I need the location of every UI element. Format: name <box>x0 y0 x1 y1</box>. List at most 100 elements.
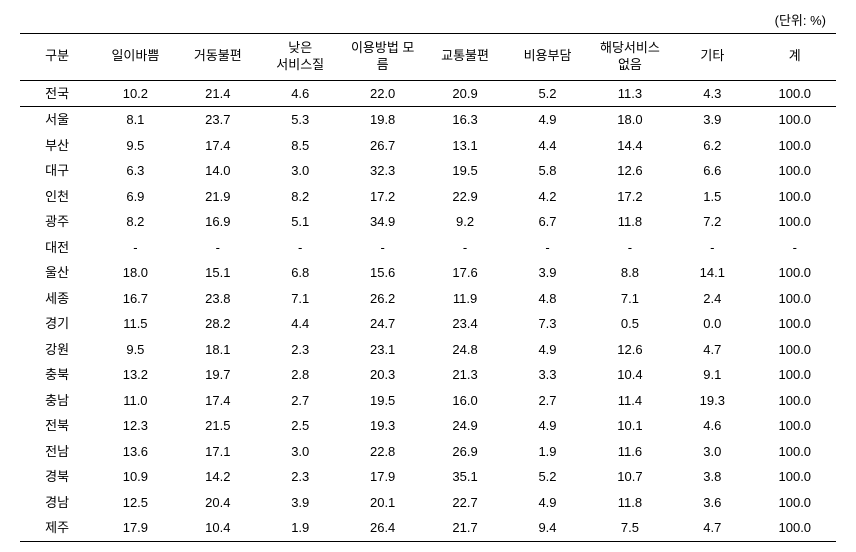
cell-value: 9.4 <box>506 515 588 541</box>
cell-value: 20.9 <box>424 80 506 107</box>
cell-value: 14.0 <box>177 158 259 184</box>
cell-value: 7.2 <box>671 209 753 235</box>
cell-value: - <box>177 235 259 261</box>
col-header: 해당서비스없음 <box>589 34 671 81</box>
row-label: 세종 <box>20 286 94 312</box>
cell-value: 4.4 <box>259 311 341 337</box>
cell-value: 4.7 <box>671 515 753 541</box>
cell-value: 19.5 <box>424 158 506 184</box>
cell-value: - <box>589 235 671 261</box>
cell-value: 15.1 <box>177 260 259 286</box>
cell-value: 2.3 <box>259 464 341 490</box>
cell-value: 26.9 <box>424 439 506 465</box>
cell-value: 21.7 <box>424 515 506 541</box>
cell-value: 21.4 <box>177 80 259 107</box>
cell-value: 3.9 <box>506 260 588 286</box>
cell-value: 17.9 <box>94 515 176 541</box>
cell-value: 4.7 <box>671 337 753 363</box>
cell-value: 19.8 <box>341 107 423 133</box>
cell-value: 20.3 <box>341 362 423 388</box>
cell-value: - <box>341 235 423 261</box>
cell-value: 7.1 <box>589 286 671 312</box>
table-body: 전국10.221.44.622.020.95.211.34.3100.0서울8.… <box>20 80 836 541</box>
cell-value: 1.5 <box>671 184 753 210</box>
row-label: 광주 <box>20 209 94 235</box>
col-header: 이용방법 모름 <box>341 34 423 81</box>
cell-value: 1.9 <box>506 439 588 465</box>
cell-value: 13.6 <box>94 439 176 465</box>
table-row: 강원9.518.12.323.124.84.912.64.7100.0 <box>20 337 836 363</box>
cell-value: 26.2 <box>341 286 423 312</box>
cell-value: 2.5 <box>259 413 341 439</box>
cell-value: 17.4 <box>177 133 259 159</box>
cell-value: 11.3 <box>589 80 671 107</box>
cell-value: 100.0 <box>754 107 836 133</box>
col-header: 계 <box>754 34 836 81</box>
cell-value: 22.0 <box>341 80 423 107</box>
cell-value: 4.2 <box>506 184 588 210</box>
cell-value: 20.4 <box>177 490 259 516</box>
cell-value: 21.9 <box>177 184 259 210</box>
cell-value: 100.0 <box>754 413 836 439</box>
cell-value: 14.1 <box>671 260 753 286</box>
table-row: 광주8.216.95.134.99.26.711.87.2100.0 <box>20 209 836 235</box>
table-row: 울산18.015.16.815.617.63.98.814.1100.0 <box>20 260 836 286</box>
cell-value: 100.0 <box>754 311 836 337</box>
table-row: 충남11.017.42.719.516.02.711.419.3100.0 <box>20 388 836 414</box>
cell-value: 23.7 <box>177 107 259 133</box>
cell-value: 5.2 <box>506 464 588 490</box>
cell-value: 0.0 <box>671 311 753 337</box>
cell-value: 8.5 <box>259 133 341 159</box>
cell-value: 1.9 <box>259 515 341 541</box>
row-label: 대전 <box>20 235 94 261</box>
cell-value: 10.2 <box>94 80 176 107</box>
cell-value: 7.5 <box>589 515 671 541</box>
row-label: 대구 <box>20 158 94 184</box>
cell-value: 14.4 <box>589 133 671 159</box>
cell-value: - <box>424 235 506 261</box>
cell-value: 10.4 <box>589 362 671 388</box>
col-header: 거동불편 <box>177 34 259 81</box>
cell-value: 100.0 <box>754 464 836 490</box>
cell-value: 100.0 <box>754 337 836 363</box>
cell-value: 4.9 <box>506 337 588 363</box>
cell-value: 4.9 <box>506 490 588 516</box>
row-label: 부산 <box>20 133 94 159</box>
cell-value: 24.7 <box>341 311 423 337</box>
col-header: 기타 <box>671 34 753 81</box>
table-row: 경기11.528.24.424.723.47.30.50.0100.0 <box>20 311 836 337</box>
table-row: 전북12.321.52.519.324.94.910.14.6100.0 <box>20 413 836 439</box>
cell-value: 2.7 <box>506 388 588 414</box>
cell-value: 19.5 <box>341 388 423 414</box>
row-label: 충북 <box>20 362 94 388</box>
cell-value: - <box>259 235 341 261</box>
cell-value: 3.0 <box>671 439 753 465</box>
table-row: 경북10.914.22.317.935.15.210.73.8100.0 <box>20 464 836 490</box>
row-label: 인천 <box>20 184 94 210</box>
cell-value: 17.6 <box>424 260 506 286</box>
cell-value: 14.2 <box>177 464 259 490</box>
cell-value: 18.1 <box>177 337 259 363</box>
cell-value: 4.6 <box>259 80 341 107</box>
cell-value: 4.4 <box>506 133 588 159</box>
cell-value: 23.8 <box>177 286 259 312</box>
table-header-row: 구분 일이바쁨 거동불편 낮은서비스질 이용방법 모름 교통불편 비용부담 해당… <box>20 34 836 81</box>
cell-value: 4.3 <box>671 80 753 107</box>
row-label: 서울 <box>20 107 94 133</box>
cell-value: 100.0 <box>754 184 836 210</box>
cell-value: 17.9 <box>341 464 423 490</box>
cell-value: 3.9 <box>671 107 753 133</box>
cell-value: 16.9 <box>177 209 259 235</box>
cell-value: 20.1 <box>341 490 423 516</box>
cell-value: 100.0 <box>754 439 836 465</box>
cell-value: 7.3 <box>506 311 588 337</box>
cell-value: 100.0 <box>754 388 836 414</box>
cell-value: 12.6 <box>589 158 671 184</box>
cell-value: 13.1 <box>424 133 506 159</box>
cell-value: 11.0 <box>94 388 176 414</box>
cell-value: 8.2 <box>94 209 176 235</box>
cell-value: 19.3 <box>341 413 423 439</box>
cell-value: 32.3 <box>341 158 423 184</box>
cell-value: 28.2 <box>177 311 259 337</box>
cell-value: 7.1 <box>259 286 341 312</box>
